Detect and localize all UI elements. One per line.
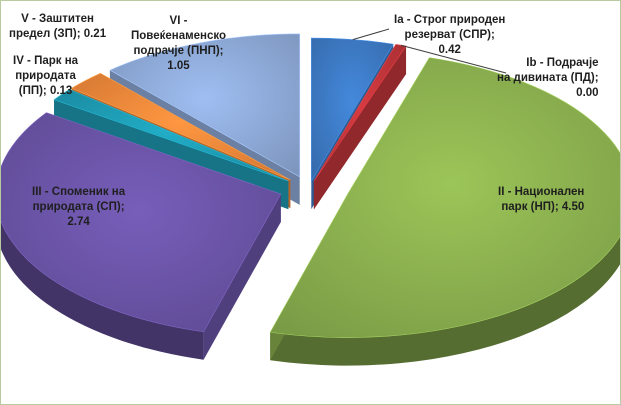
- pie-slice-ib: [313, 44, 407, 210]
- data-label-vi: VI - Повеќенаменско подрачје (ПНП); 1.05: [131, 15, 226, 72]
- leader-line-ib: [400, 44, 507, 74]
- data-label-v: V - Заштитен предел (ЗП); 0.21: [9, 13, 107, 40]
- data-label-iii: III - Споменик на природата (СП); 2.74: [32, 186, 126, 228]
- leader-line-ia: [352, 28, 390, 41]
- data-label-ii: II - Национален парк (НП); 4.50: [498, 186, 585, 213]
- data-label-ia: Ia - Строг природен резерват (СПР); 0.42: [394, 14, 506, 56]
- pie-slice-ii: [269, 57, 620, 366]
- pie-slice-iii: [1, 112, 282, 360]
- data-label-iv: IV - Парк на природата (ПП); 0.13: [13, 55, 79, 97]
- data-label-ib: Ib - Подрачје на дивината (ПД); 0.00: [497, 57, 599, 99]
